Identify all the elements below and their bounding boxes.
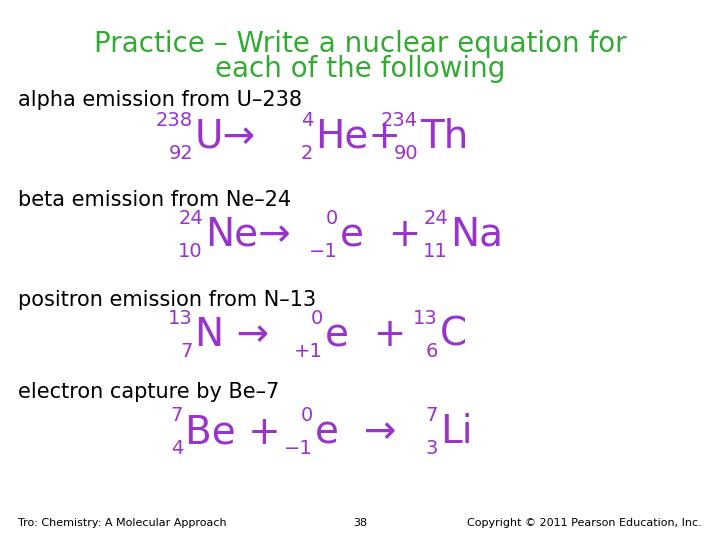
Text: e  +: e + — [325, 316, 406, 354]
Text: −1: −1 — [310, 242, 338, 261]
Text: 0: 0 — [311, 309, 323, 328]
Text: C: C — [440, 316, 467, 354]
Text: 11: 11 — [423, 242, 448, 261]
Text: 2: 2 — [301, 144, 313, 163]
Text: 6: 6 — [426, 342, 438, 361]
Text: Th: Th — [420, 118, 468, 156]
Text: N →: N → — [195, 316, 269, 354]
Text: each of the following: each of the following — [215, 55, 505, 83]
Text: 7: 7 — [426, 406, 438, 425]
Text: 24: 24 — [423, 209, 448, 228]
Text: 92: 92 — [168, 144, 193, 163]
Text: 4: 4 — [171, 439, 183, 458]
Text: alpha emission from U–238: alpha emission from U–238 — [18, 90, 302, 110]
Text: −1: −1 — [284, 439, 313, 458]
Text: 4: 4 — [301, 111, 313, 130]
Text: Ne→: Ne→ — [205, 216, 291, 254]
Text: He+: He+ — [315, 118, 401, 156]
Text: 24: 24 — [179, 209, 203, 228]
Text: Na: Na — [450, 216, 503, 254]
Text: Tro: Chemistry: A Molecular Approach: Tro: Chemistry: A Molecular Approach — [18, 518, 227, 528]
Text: 13: 13 — [168, 309, 193, 328]
Text: positron emission from N–13: positron emission from N–13 — [18, 290, 316, 310]
Text: 7: 7 — [181, 342, 193, 361]
Text: 38: 38 — [353, 518, 367, 528]
Text: electron capture by Be–7: electron capture by Be–7 — [18, 382, 279, 402]
Text: Practice – Write a nuclear equation for: Practice – Write a nuclear equation for — [94, 30, 626, 58]
Text: e  +: e + — [340, 216, 421, 254]
Text: U→: U→ — [195, 118, 256, 156]
Text: beta emission from Ne–24: beta emission from Ne–24 — [18, 190, 291, 210]
Text: Li: Li — [440, 413, 472, 451]
Text: 0: 0 — [301, 406, 313, 425]
Text: 10: 10 — [179, 242, 203, 261]
Text: 13: 13 — [413, 309, 438, 328]
Text: e  →: e → — [315, 413, 397, 451]
Text: +1: +1 — [294, 342, 323, 361]
Text: 0: 0 — [325, 209, 338, 228]
Text: 7: 7 — [171, 406, 183, 425]
Text: Be +: Be + — [185, 413, 281, 451]
Text: 234: 234 — [381, 111, 418, 130]
Text: 238: 238 — [156, 111, 193, 130]
Text: 90: 90 — [393, 144, 418, 163]
Text: Copyright © 2011 Pearson Education, Inc.: Copyright © 2011 Pearson Education, Inc. — [467, 518, 702, 528]
Text: 3: 3 — [426, 439, 438, 458]
